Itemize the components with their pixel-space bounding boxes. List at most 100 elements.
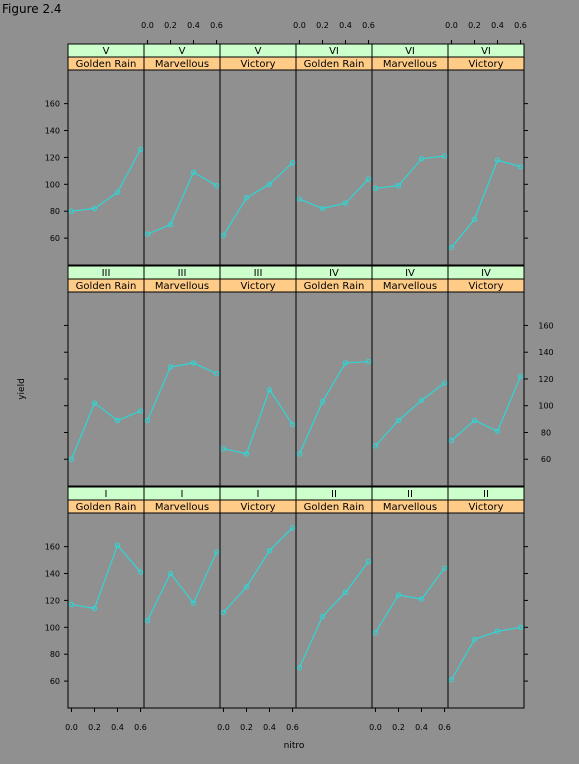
strip-block-label: II: [331, 489, 337, 500]
data-point: [494, 428, 501, 434]
series-line: [450, 626, 521, 681]
data-point: [144, 617, 151, 624]
data-point: [319, 205, 326, 212]
strip-variety-label: Victory: [241, 281, 276, 292]
y-tick-label: 60: [541, 455, 551, 464]
data-point: [418, 596, 425, 602]
x-tick-label: 0.4: [491, 21, 504, 30]
data-point: [395, 592, 402, 598]
strip-variety-label: Marvellous: [155, 502, 209, 513]
x-tick-label: 0.2: [392, 723, 405, 732]
panel-frame: [371, 512, 449, 709]
panel-ii-victory: II Victory: [447, 486, 525, 709]
data-point: [68, 601, 75, 608]
data-point: [342, 589, 349, 596]
strip-block-label: VI: [481, 46, 491, 57]
strip-variety-label: Marvellous: [383, 59, 437, 70]
strip-variety-label: Marvellous: [383, 502, 437, 513]
data-point: [365, 558, 372, 565]
series-line: [223, 388, 294, 455]
data-point: [91, 605, 98, 612]
data-point: [448, 244, 455, 251]
x-tick-label: 0.2: [88, 723, 101, 732]
data-point: [517, 164, 524, 170]
data-point: [418, 397, 425, 404]
panel-frame: [143, 69, 221, 266]
data-point: [441, 565, 448, 571]
strip-variety-label: Victory: [241, 59, 276, 70]
panel-frame: [143, 512, 221, 709]
data-point: [266, 181, 273, 188]
data-point: [220, 232, 227, 239]
data-point: [190, 600, 197, 606]
y-tick-label: 120: [538, 375, 553, 384]
strip-block-label: V: [255, 46, 262, 57]
panel-iv-marvellous: IV Marvellous: [371, 265, 449, 487]
x-tick-label: 0.2: [240, 723, 253, 732]
data-point: [319, 399, 326, 405]
data-point: [266, 547, 273, 554]
data-point: [68, 208, 75, 214]
data-point: [296, 451, 303, 457]
panel-v-victory: V Victory: [219, 43, 297, 266]
data-point: [372, 629, 379, 636]
data-point: [167, 570, 174, 577]
panel-frame: [143, 291, 221, 487]
y-tick-label: 60: [50, 677, 60, 686]
strip-block-label: V: [179, 46, 186, 57]
y-tick-label: 160: [45, 543, 60, 552]
data-point: [289, 525, 296, 531]
x-tick-label: 0.4: [187, 21, 200, 30]
x-tick-label: 0.0: [141, 21, 154, 30]
y-tick-label: 100: [538, 402, 553, 411]
panel-vi-marvellous: VI Marvellous: [371, 43, 449, 266]
series-line: [146, 551, 218, 621]
y-tick-label: 100: [45, 623, 60, 632]
strip-variety-label: Marvellous: [155, 59, 209, 70]
data-point: [418, 156, 425, 162]
x-tick-label: 0.6: [514, 21, 527, 30]
panel-frame: [295, 69, 373, 266]
strip-block-label: II: [483, 489, 489, 500]
y-tick-label: 160: [45, 100, 60, 109]
data-point: [220, 609, 227, 616]
strip-block-label: III: [102, 268, 111, 279]
panel-vi-victory: VI Victory: [447, 43, 525, 266]
data-point: [471, 636, 478, 643]
y-tick-label: 60: [50, 234, 60, 243]
series-line: [222, 162, 293, 236]
y-axis-title: yield: [17, 378, 27, 400]
panel-iv-victory: IV Victory: [447, 265, 525, 487]
data-point: [114, 542, 121, 548]
x-tick-label: 0.4: [415, 723, 428, 732]
panel-frame: [219, 291, 297, 487]
strip-block-label: VI: [329, 46, 339, 57]
data-point: [342, 200, 349, 206]
panel-iii-golden-rain: III Golden Rain: [67, 265, 145, 487]
strip-block-label: IV: [405, 268, 415, 279]
data-point: [144, 231, 151, 237]
data-point: [190, 169, 197, 175]
y-tick-label: 100: [45, 180, 60, 189]
data-point: [266, 386, 273, 393]
data-point: [395, 417, 402, 424]
y-tick-label: 140: [538, 348, 553, 357]
x-tick-label: 0.2: [164, 21, 177, 30]
data-point: [243, 584, 250, 590]
panel-i-victory: I Victory: [219, 486, 297, 709]
panel-frame: [219, 69, 297, 266]
strip-block-label: IV: [481, 268, 491, 279]
series-line: [298, 561, 370, 668]
data-point: [517, 373, 524, 379]
panel-frame: [295, 291, 373, 487]
panel-v-golden-rain: V Golden Rain: [67, 43, 145, 266]
panels: V Golden Rain V Marvellous V Victory VI Golden …: [67, 43, 525, 709]
data-point: [365, 176, 372, 182]
panel-i-golden-rain: I Golden Rain: [67, 486, 145, 709]
data-point: [372, 443, 379, 449]
data-point: [68, 456, 75, 462]
panel-frame: [447, 512, 525, 709]
panel-frame: [67, 512, 145, 709]
strip-block-label: I: [181, 489, 184, 500]
